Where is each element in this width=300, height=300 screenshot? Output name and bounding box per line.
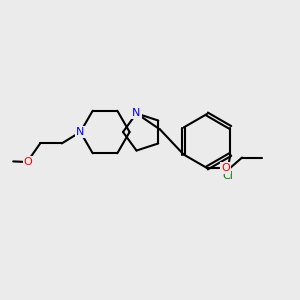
Text: N: N (76, 127, 85, 137)
Text: O: O (24, 157, 33, 167)
Text: O: O (221, 163, 230, 173)
Text: Cl: Cl (222, 171, 233, 182)
Text: N: N (132, 109, 141, 118)
